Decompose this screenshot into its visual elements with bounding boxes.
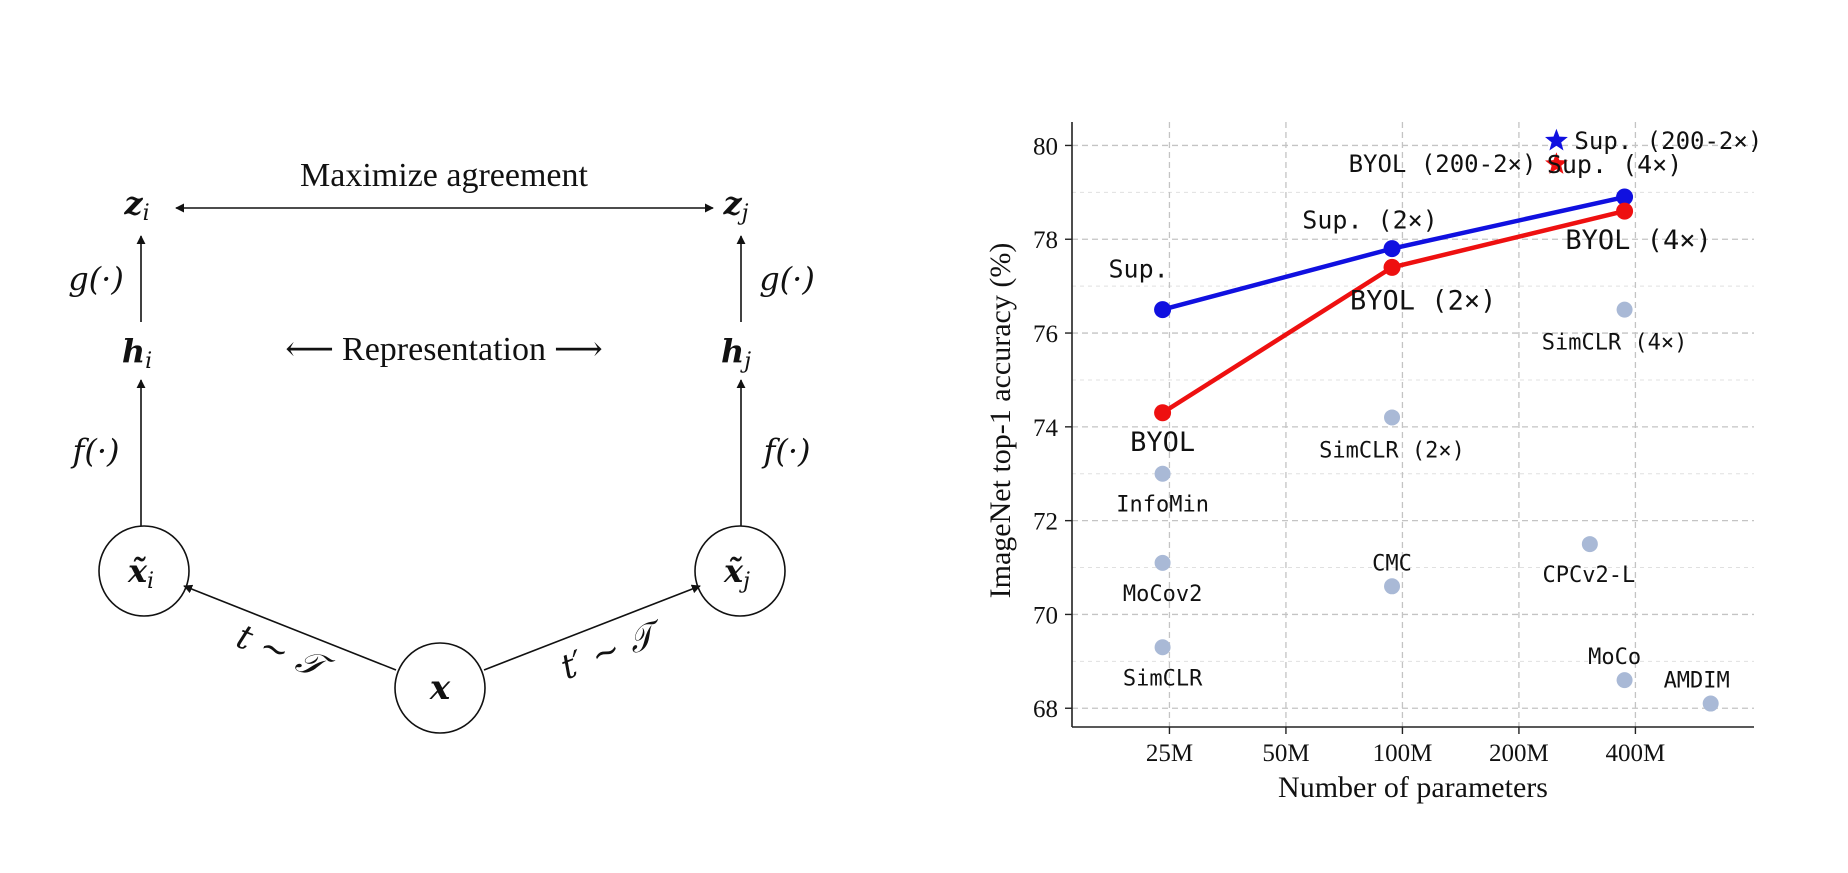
label-infomin: InfoMin [1116,493,1209,518]
accuracy-chart: 68 70 72 74 76 78 80 25M 50M 100M 200M 400M InfoMin… [984,122,1762,804]
h-j-node: hj [721,332,751,374]
point-sup [1154,301,1172,319]
label-simclr-2: SimCLR (2×) [1319,438,1465,463]
star-label-byol-200-2: BYOL (200-2×) [1349,150,1537,178]
chart-axes [1071,122,1754,728]
point-byol [1154,404,1172,422]
f-right-label: f(·) [762,432,811,470]
label-sup-2: Sup. (2×) [1302,206,1437,235]
z-j-node: zj [723,184,749,226]
x-tilde-j-circle [694,525,786,617]
x-tilde-i-circle [98,525,190,617]
y-tick-label: 70 [1033,602,1058,629]
y-tick-label: 80 [1033,133,1058,160]
x-tick-label: 25M [1146,740,1193,767]
chart-ticks: 68 70 72 74 76 78 80 25M 50M 100M 200M 400M [1033,133,1665,767]
chart-point-labels: InfoMin MoCov2 SimCLR SimCLR (2×) CMC SimCLR … [1108,127,1762,694]
label-simclr-4: SimCLR (4×) [1542,331,1688,356]
augment-arrow-left [183,584,397,671]
star-byol-200-2 [1545,152,1568,174]
point-moco [1616,672,1633,689]
point-simclr-2 [1384,409,1401,426]
label-cpcv2-l: CPCv2-L [1542,563,1635,588]
label-amdim: AMDIM [1664,669,1730,694]
representation-label: ⟵ Representation ⟶ [285,331,602,368]
g-right-label: g(·) [759,260,815,298]
y-axis-label: ImageNet top-1 accuracy (%) [984,243,1017,599]
label-cmc: CMC [1372,551,1412,576]
x-tick-label: 400M [1606,740,1666,767]
representation-right-arrow: ⟶ [554,331,603,368]
agreement-label: Maximize agreement [300,157,588,194]
point-amdim [1702,695,1719,712]
label-byol-4: BYOL (4×) [1565,225,1711,256]
x-tick-label: 100M [1373,740,1433,767]
point-byol-4 [1616,202,1634,220]
y-tick-label: 76 [1033,321,1058,348]
label-mocov2: MoCov2 [1123,582,1202,607]
point-cmc [1384,578,1401,595]
t-right-label: t′ ∼ 𝒯 [555,612,670,688]
h-i-node: hi [122,332,152,374]
label-moco: MoCo [1588,645,1641,670]
point-cpcv2-l [1581,536,1598,553]
point-infomin [1154,465,1171,482]
representation-text: Representation [342,331,546,368]
augment-arrow-right [483,584,701,671]
star-label-sup-200-2: Sup. (200-2×) [1574,127,1762,155]
z-i-node: zi [123,184,149,226]
label-simclr: SimCLR [1123,666,1203,691]
label-sup: Sup. [1108,255,1168,284]
point-mocov2 [1154,554,1171,571]
label-sup-4: Sup. (4×) [1547,150,1682,179]
y-tick-label: 74 [1033,415,1059,442]
label-byol: BYOL [1130,427,1195,458]
point-byol-2 [1383,258,1401,276]
x-circle [394,642,486,734]
x-tilde-j-node: x̃j [723,552,750,594]
point-sup-2 [1383,240,1401,258]
x-axis-label: Number of parameters [1278,771,1548,804]
representation-left-arrow: ⟵ [285,331,334,368]
x-tick-label: 50M [1262,740,1309,767]
t-left-label: t ∼ 𝒯 [231,617,338,691]
label-byol-2: BYOL (2×) [1350,285,1496,316]
point-simclr [1154,639,1171,656]
g-left-label: g(·) [68,260,124,298]
x-node: x [429,668,451,708]
point-sup-4 [1616,188,1634,206]
f-left-label: f(·) [71,432,120,470]
y-tick-label: 68 [1033,696,1058,723]
star-sup-200-2 [1545,128,1568,151]
chart-points [1154,128,1719,712]
y-tick-label: 72 [1033,509,1058,536]
chart-grid [1072,122,1754,727]
x-tilde-i-node: x̃i [127,552,154,594]
point-simclr-4 [1616,301,1633,318]
framework-diagram: Maximize agreement ⟵ Representation ⟶ zi g… [68,157,815,734]
y-tick-label: 78 [1033,227,1058,254]
x-tick-label: 200M [1489,740,1549,767]
